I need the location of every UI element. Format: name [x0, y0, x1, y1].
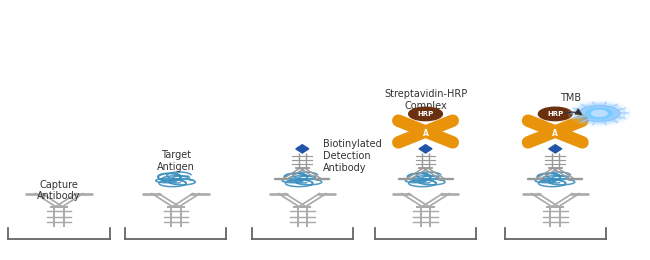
Text: TMB: TMB: [560, 93, 581, 102]
Circle shape: [592, 110, 607, 116]
Polygon shape: [296, 145, 309, 153]
Text: HRP: HRP: [547, 111, 564, 117]
Text: Streptavidin-HRP
Complex: Streptavidin-HRP Complex: [384, 89, 467, 111]
Polygon shape: [419, 145, 432, 153]
Circle shape: [573, 103, 625, 124]
Circle shape: [409, 107, 443, 121]
Circle shape: [578, 105, 620, 122]
Polygon shape: [549, 145, 562, 153]
Circle shape: [568, 101, 630, 126]
Text: A: A: [422, 128, 428, 138]
Text: A: A: [552, 128, 558, 138]
Circle shape: [586, 108, 612, 119]
Text: Biotinylated
Detection
Antibody: Biotinylated Detection Antibody: [323, 139, 382, 173]
Text: HRP: HRP: [417, 111, 434, 117]
Circle shape: [538, 107, 572, 121]
Text: Capture
Antibody: Capture Antibody: [37, 179, 81, 201]
Text: Target
Antigen: Target Antigen: [157, 150, 195, 172]
